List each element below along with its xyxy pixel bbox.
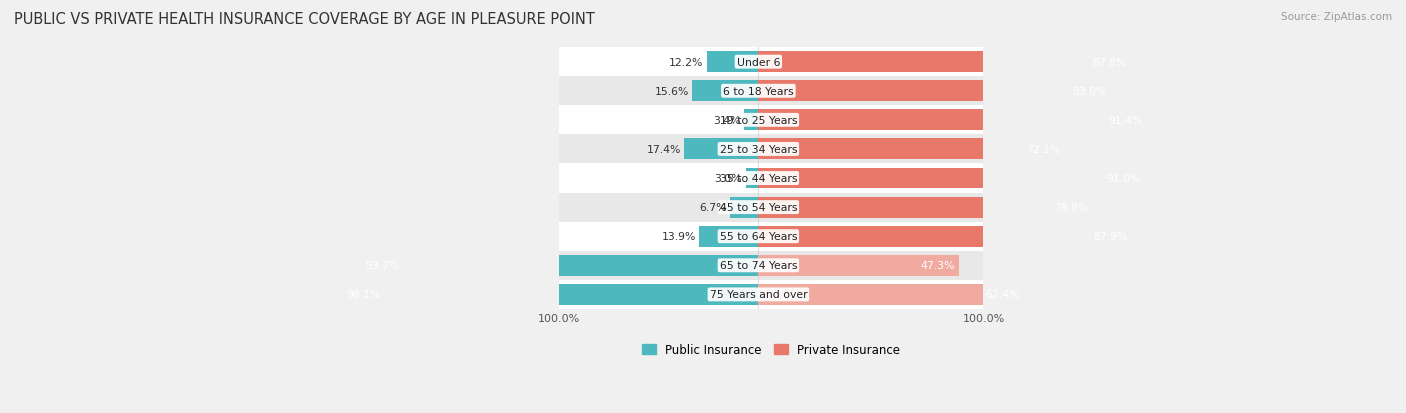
Bar [758,284,1024,305]
Text: Source: ZipAtlas.com: Source: ZipAtlas.com [1281,12,1392,22]
Bar [558,193,983,222]
Bar [758,255,959,276]
Bar [758,52,1132,73]
Text: 83.0%: 83.0% [1073,87,1107,97]
Bar [758,168,1144,189]
Bar [558,164,983,193]
Bar [758,81,1111,102]
Text: 62.4%: 62.4% [984,290,1019,300]
Bar [745,168,758,189]
Text: 25 to 34 Years: 25 to 34 Years [720,145,797,154]
Text: 3.4%: 3.4% [713,116,741,126]
Bar [699,226,758,247]
Text: 98.1%: 98.1% [347,290,381,300]
Bar [758,226,1132,247]
Text: 6 to 18 Years: 6 to 18 Years [723,87,793,97]
Text: 35 to 44 Years: 35 to 44 Years [720,173,797,184]
Bar [758,110,1146,131]
Text: 75 Years and over: 75 Years and over [710,290,807,300]
Bar [558,280,983,309]
Text: 72.1%: 72.1% [1026,145,1060,154]
Text: 91.4%: 91.4% [1108,116,1142,126]
Text: 19 to 25 Years: 19 to 25 Years [720,116,797,126]
Bar [342,284,758,305]
Text: 47.3%: 47.3% [921,261,955,271]
Bar [744,110,758,131]
Bar [730,197,758,218]
Legend: Public Insurance, Private Insurance: Public Insurance, Private Insurance [637,338,905,361]
Text: 12.2%: 12.2% [669,57,703,67]
Text: 65 to 74 Years: 65 to 74 Years [720,261,797,271]
Bar [685,139,758,160]
Bar [558,135,983,164]
Text: 6.7%: 6.7% [699,203,727,213]
Text: 87.9%: 87.9% [1092,232,1128,242]
Text: 15.6%: 15.6% [654,87,689,97]
Bar [558,77,983,106]
Bar [758,139,1064,160]
Text: 13.9%: 13.9% [662,232,696,242]
Text: 87.8%: 87.8% [1092,57,1128,67]
Text: 93.7%: 93.7% [366,261,399,271]
Text: 91.0%: 91.0% [1107,173,1140,184]
Bar [558,222,983,251]
Text: 45 to 54 Years: 45 to 54 Years [720,203,797,213]
Text: 78.8%: 78.8% [1054,203,1088,213]
Text: 3.0%: 3.0% [714,173,742,184]
Bar [707,52,758,73]
Bar [692,81,758,102]
Text: Under 6: Under 6 [737,57,780,67]
Bar [558,48,983,77]
Bar [758,197,1092,218]
Bar [360,255,758,276]
Text: 17.4%: 17.4% [647,145,681,154]
Text: 55 to 64 Years: 55 to 64 Years [720,232,797,242]
Bar [558,106,983,135]
Text: PUBLIC VS PRIVATE HEALTH INSURANCE COVERAGE BY AGE IN PLEASURE POINT: PUBLIC VS PRIVATE HEALTH INSURANCE COVER… [14,12,595,27]
Bar [558,251,983,280]
